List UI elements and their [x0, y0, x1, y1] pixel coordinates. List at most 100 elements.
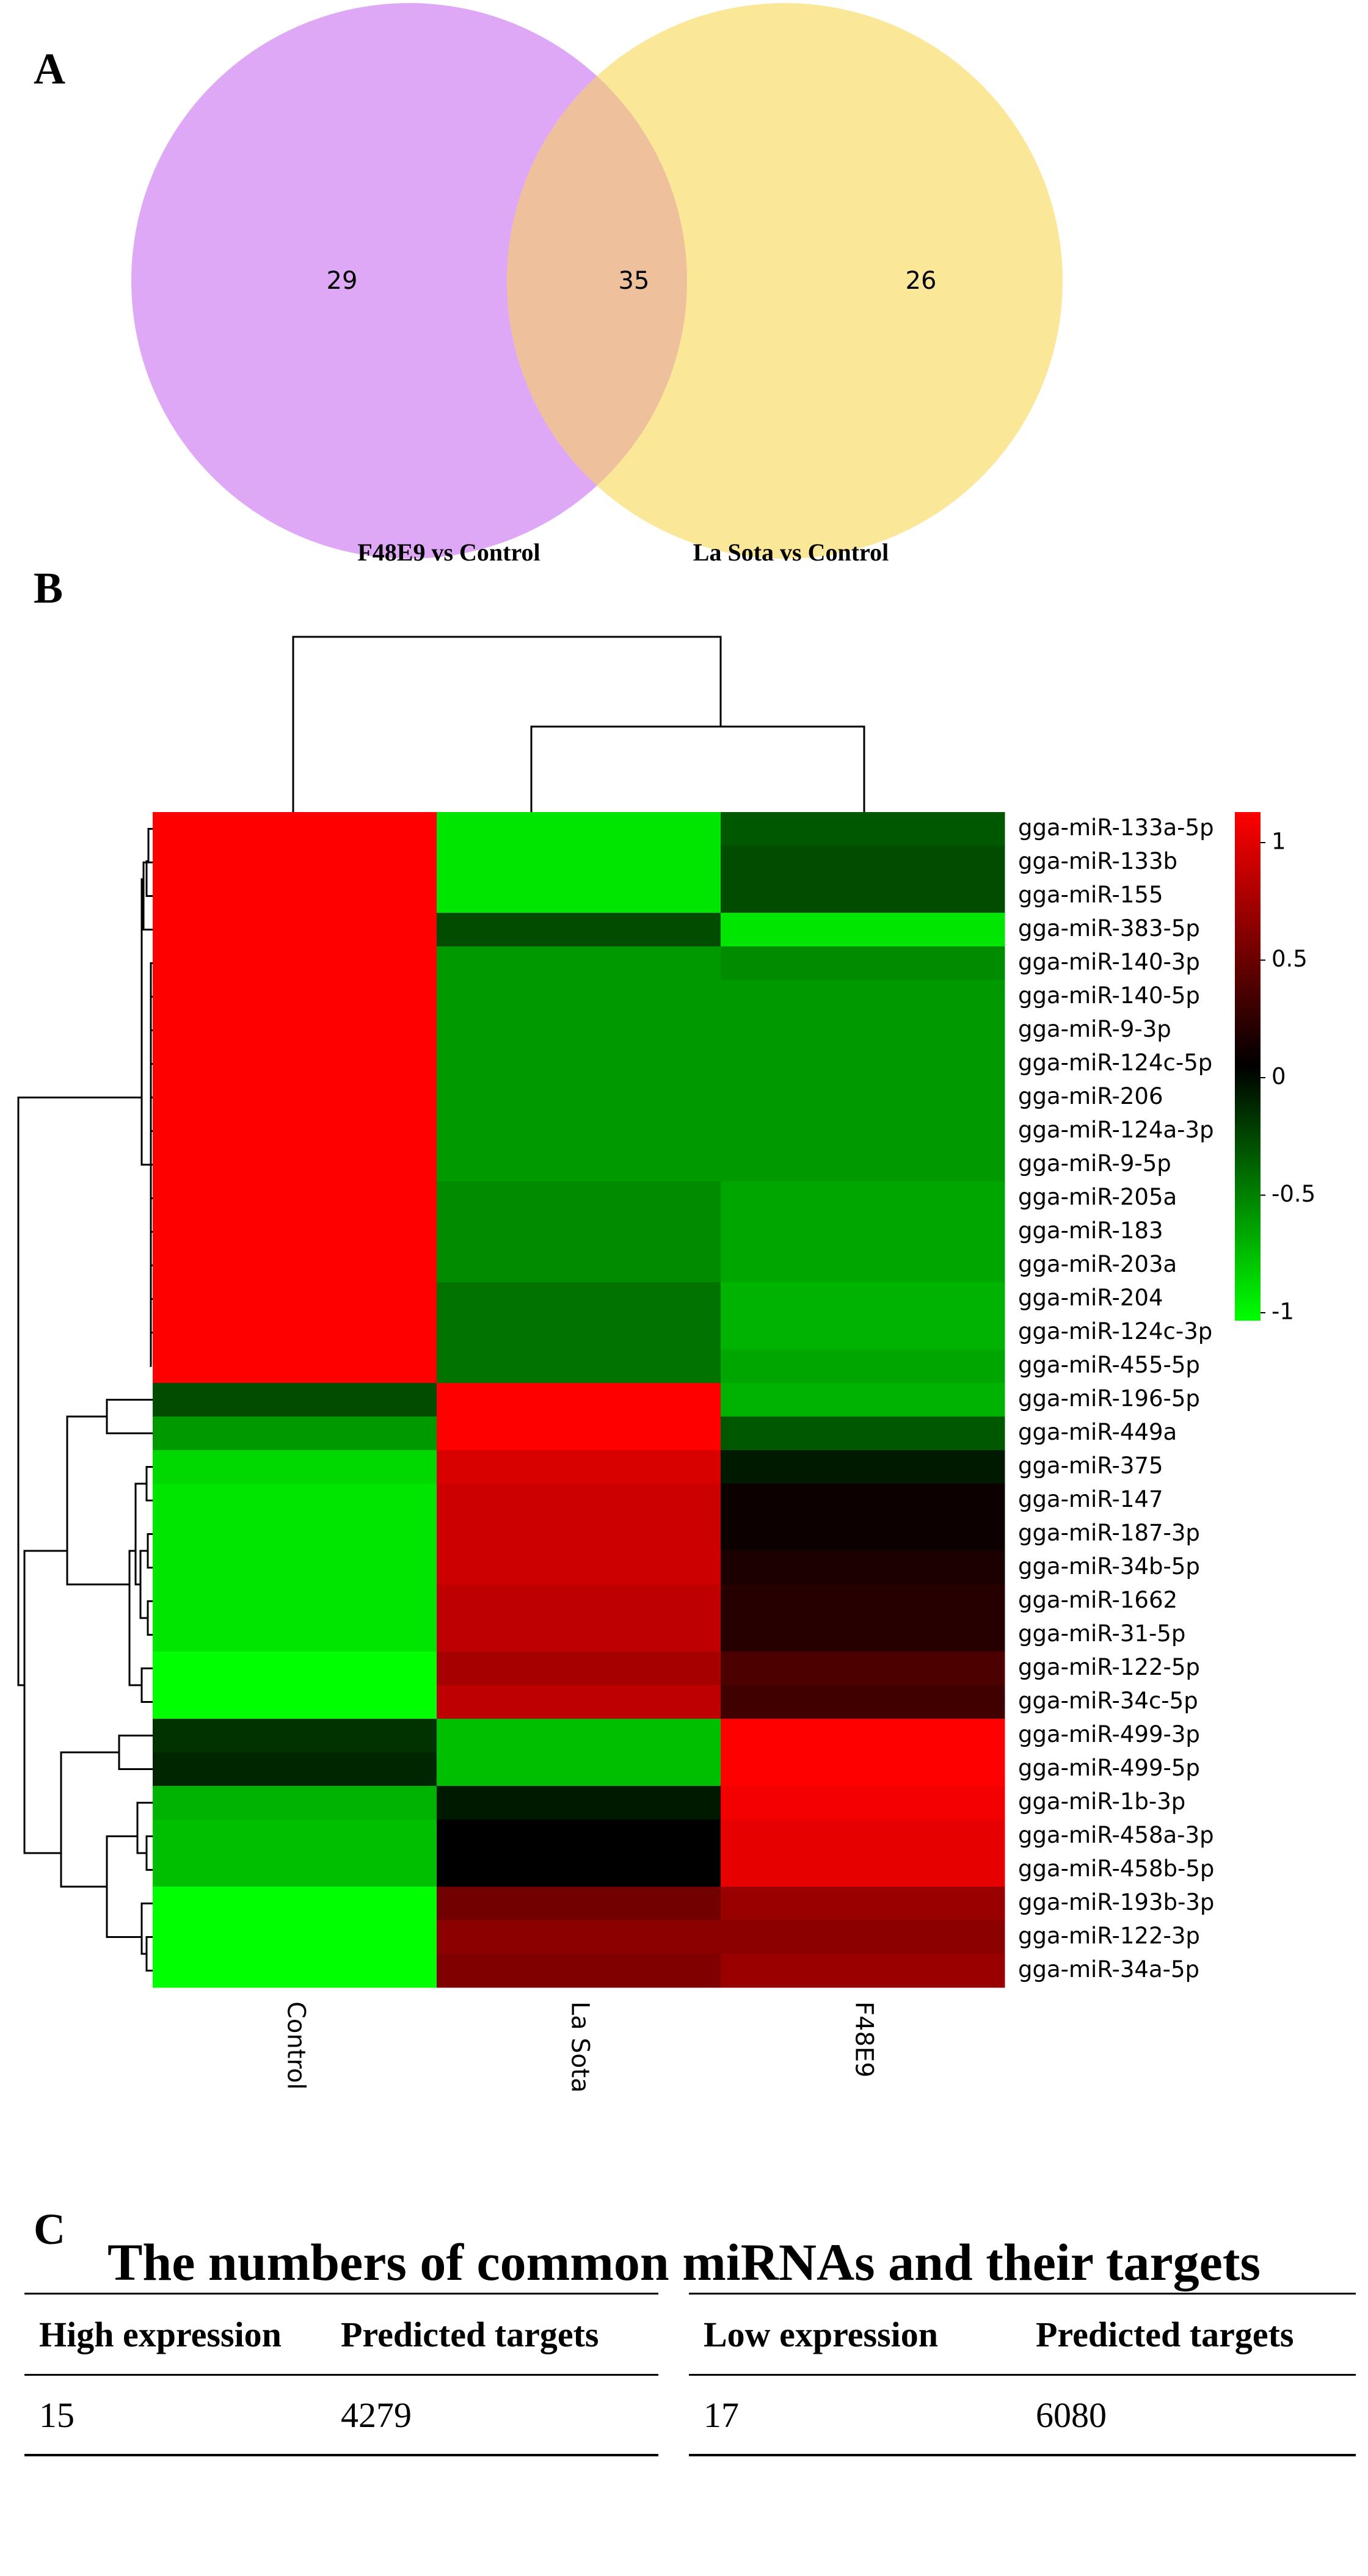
heatmap-cell — [721, 1450, 1005, 1484]
heatmap-cell — [437, 1081, 721, 1115]
panel-label-c: C — [34, 2205, 65, 2254]
heatmap-cell — [437, 1181, 721, 1216]
heatmap-cell — [721, 846, 1005, 880]
colorbar-tick-label: 0 — [1272, 1064, 1286, 1090]
header-predicted-targets-low: Predicted targets — [1021, 2293, 1356, 2376]
venn-set-label-left: F48E9 vs Control — [357, 539, 540, 566]
cell-high-targets: 4279 — [326, 2375, 658, 2456]
heatmap-cell — [437, 1215, 721, 1249]
row-label: gga-miR-34b-5p — [1018, 1553, 1200, 1580]
table-gap — [658, 2375, 689, 2456]
header-predicted-targets-high: Predicted targets — [326, 2293, 658, 2376]
row-dendrogram-link — [147, 828, 153, 863]
heatmap-cell — [437, 1685, 721, 1719]
row-label: gga-miR-1662 — [1018, 1587, 1177, 1613]
heatmap-cell — [153, 879, 437, 913]
panel-label-b: B — [34, 564, 64, 612]
heatmap-cell — [437, 879, 721, 913]
row-dendrogram-link — [140, 878, 151, 1166]
header-low-expression: Low expression — [689, 2293, 1021, 2376]
row-label: gga-miR-203a — [1018, 1251, 1177, 1277]
heatmap-cell — [153, 812, 437, 846]
row-dendrogram-link — [139, 1550, 148, 1619]
heatmap-cell — [721, 1786, 1005, 1820]
heatmap-cell — [153, 1484, 437, 1518]
heatmap-cell — [437, 1249, 721, 1283]
row-label: gga-miR-449a — [1018, 1419, 1177, 1445]
row-label: gga-miR-124a-3p — [1018, 1117, 1214, 1143]
row-dendrogram-link — [118, 1735, 153, 1770]
table-gap — [658, 2294, 689, 2375]
heatmap-cell — [437, 1349, 721, 1384]
heatmap-cell — [721, 1920, 1005, 1954]
heatmap-cell — [153, 1652, 437, 1686]
heatmap-cell — [721, 1181, 1005, 1216]
heatmap-cell — [721, 879, 1005, 913]
row-label: gga-miR-124c-3p — [1018, 1318, 1212, 1344]
row-label: gga-miR-31-5p — [1018, 1620, 1185, 1647]
column-label: F48E9 — [850, 2001, 878, 2078]
heatmap-cell — [153, 913, 437, 947]
row-dendrogram-link — [147, 1600, 153, 1636]
heatmap-cell — [721, 1114, 1005, 1148]
row-label: gga-miR-34a-5p — [1018, 1956, 1199, 1983]
cell-high-count: 15 — [24, 2375, 326, 2456]
row-label: gga-miR-9-5p — [1018, 1150, 1171, 1177]
heatmap-cell — [721, 1853, 1005, 1887]
heatmap-cell — [153, 1349, 437, 1384]
cell-low-count: 17 — [689, 2375, 1021, 2456]
heatmap-cell — [153, 1383, 437, 1417]
heatmap-cell — [153, 1215, 437, 1249]
heatmap-cell — [721, 1484, 1005, 1518]
colorbar-tick-label: -1 — [1272, 1299, 1294, 1325]
heatmap-cell — [153, 1450, 437, 1484]
row-label: gga-miR-9-3p — [1018, 1016, 1171, 1042]
row-label: gga-miR-133b — [1018, 848, 1177, 874]
heatmap-cell — [721, 913, 1005, 947]
row-label: gga-miR-34c-5p — [1018, 1688, 1198, 1714]
heatmap-cell — [153, 1417, 437, 1451]
heatmap-cell — [437, 1752, 721, 1787]
heatmap-cell — [437, 980, 721, 1014]
row-dendrogram-link — [147, 1533, 153, 1569]
heatmap-cell — [153, 1786, 437, 1820]
heatmap-cell — [153, 1316, 437, 1350]
row-label: gga-miR-133a-5p — [1018, 815, 1214, 841]
row-label: gga-miR-196-5p — [1018, 1385, 1200, 1412]
heatmap-cell — [721, 1282, 1005, 1316]
row-dendrogram-link — [23, 1550, 67, 1854]
heatmap-cell — [437, 1954, 721, 1988]
heatmap-cell — [153, 1081, 437, 1115]
row-dendrogram-link — [106, 1399, 153, 1434]
heatmap-cell — [153, 1618, 437, 1652]
heatmap-cell — [721, 980, 1005, 1014]
heatmap-chart: gga-miR-133a-5p gga-miR-133b gga-miR-155 gg… — [17, 636, 1315, 2093]
row-label: gga-miR-187-3p — [1018, 1520, 1200, 1546]
heatmap-cell — [153, 1181, 437, 1216]
row-label: gga-miR-140-5p — [1018, 982, 1200, 1009]
row-label: gga-miR-206 — [1018, 1083, 1163, 1109]
heatmap-cell — [153, 1551, 437, 1585]
heatmap-cell — [437, 1148, 721, 1182]
heatmap-cell — [153, 1685, 437, 1719]
heatmap-cell — [721, 1316, 1005, 1350]
heatmap-cell — [437, 1517, 721, 1551]
heatmap-cell — [153, 980, 437, 1014]
heatmap-cell — [437, 846, 721, 880]
row-label: gga-miR-124c-5p — [1018, 1050, 1212, 1076]
panel-label-a: A — [34, 45, 65, 93]
heatmap-cell — [437, 1786, 721, 1820]
colorbar-tick-label: 1 — [1272, 829, 1286, 855]
heatmap-cell — [721, 1618, 1005, 1652]
heatmap-cell — [437, 1417, 721, 1451]
row-label: gga-miR-458a-3p — [1018, 1822, 1214, 1848]
heatmap-cell — [437, 812, 721, 846]
row-label: gga-miR-383-5p — [1018, 915, 1200, 942]
row-label: gga-miR-205a — [1018, 1184, 1177, 1210]
heatmap-cell — [721, 1215, 1005, 1249]
heatmap-cell — [153, 1148, 437, 1182]
venn-diagram: 29 35 26 F48E9 vs Control La Sota vs Con… — [131, 3, 1063, 566]
row-dendrogram-link — [66, 1415, 129, 1586]
heatmap-cell — [153, 1954, 437, 1988]
heatmap-cell — [721, 1383, 1005, 1417]
